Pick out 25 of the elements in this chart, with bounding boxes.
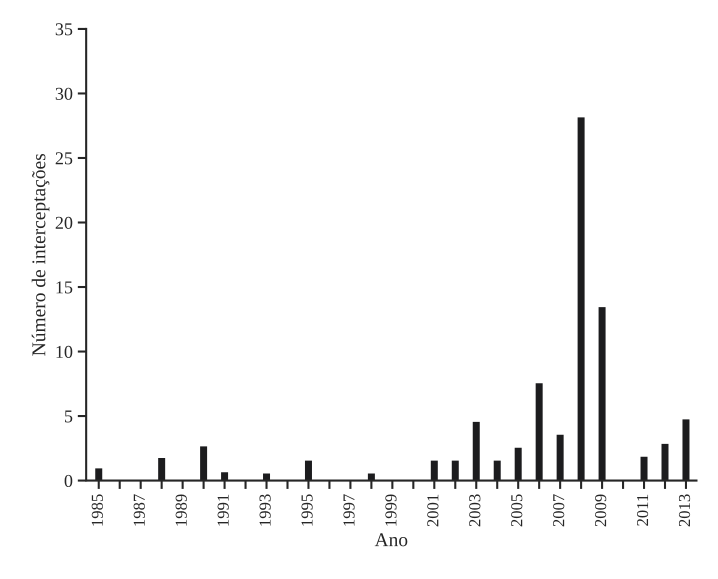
y-tick-label: 10 (56, 346, 72, 358)
x-tick-label: 1985 (92, 494, 103, 526)
x-tick-label: 2001 (427, 494, 438, 526)
x-tick-label: 1999 (385, 494, 397, 526)
x-tick-label: 1993 (259, 494, 271, 526)
y-tick-label: 0 (64, 474, 72, 488)
x-tick-label: 2005 (511, 494, 522, 526)
y-tick-label: 35 (56, 23, 72, 36)
x-tick-label: 2013 (678, 494, 690, 526)
x-tick-label: 1987 (134, 494, 145, 526)
x-tick-label: 2007 (553, 494, 564, 526)
y-axis-title: Número de interceptações (32, 154, 50, 356)
x-tick-label: 1991 (218, 494, 229, 526)
x-tick-label: 2009 (595, 494, 606, 526)
x-tick-label: 1995 (301, 494, 313, 526)
y-tick-label: 20 (56, 216, 72, 229)
y-tick-label: 30 (56, 88, 72, 100)
x-tick-label: 2003 (469, 494, 480, 526)
x-tick-label: 2011 (636, 494, 648, 526)
x-tick-label: 1997 (343, 494, 355, 526)
y-tick-label: 5 (64, 410, 72, 422)
x-axis-title: Ano (374, 533, 408, 546)
y-tick-label: 15 (56, 281, 72, 294)
y-tick-label: 25 (56, 152, 72, 164)
x-tick-label: 1989 (176, 494, 187, 526)
